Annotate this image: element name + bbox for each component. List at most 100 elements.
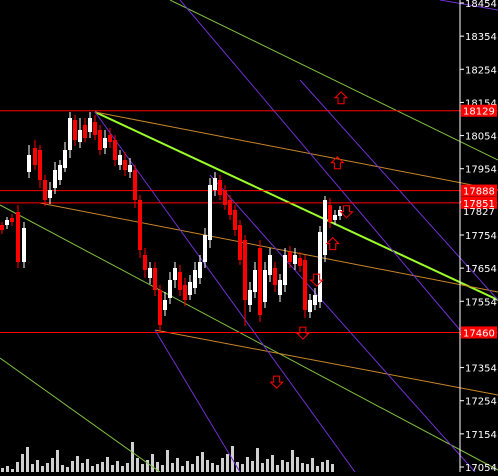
candle-body — [218, 180, 222, 195]
channel-purple-line — [154, 329, 241, 473]
candle-body — [168, 280, 172, 298]
channel-orange-line — [94, 111, 498, 191]
axis-tick-label: 17754 — [465, 231, 497, 242]
volume-bar — [61, 465, 64, 472]
channel-green-line — [169, 0, 498, 161]
volume-bar — [36, 460, 39, 472]
arrow-up-icon — [325, 236, 340, 251]
volume-bar — [281, 460, 284, 472]
candle-body — [323, 200, 327, 255]
candle-body — [48, 190, 52, 198]
volume-bar — [116, 461, 119, 472]
candle-body — [63, 150, 67, 168]
channel-purple-line — [209, 174, 476, 473]
volume-bar — [101, 462, 104, 472]
volume-bar — [146, 460, 149, 472]
candle-body — [88, 118, 92, 132]
volume-bar — [246, 457, 249, 472]
volume-bar — [301, 463, 304, 472]
volume-bar — [1, 468, 4, 472]
arrow-down-icon — [339, 205, 354, 219]
candle-body — [16, 212, 20, 262]
candle-body — [78, 130, 82, 142]
volume-bar — [196, 456, 199, 472]
volume-bar — [226, 454, 229, 472]
candle-body — [0, 225, 4, 230]
arrow-down-icon — [309, 273, 324, 287]
volume-bar — [241, 464, 244, 472]
price-levels — [0, 110, 498, 333]
axis-tick-label: 17654 — [465, 264, 497, 275]
volume-bar — [166, 450, 169, 472]
candle-body — [188, 282, 192, 295]
volume-bar — [96, 464, 99, 472]
price-mark-label: 17851 — [463, 199, 495, 210]
volume-bar — [216, 465, 219, 472]
channel-green-line — [0, 204, 498, 471]
candle-body — [93, 122, 97, 135]
candle-body — [308, 300, 312, 312]
arrow-down-icon — [295, 326, 311, 340]
candle-body — [33, 148, 37, 165]
candle-body — [248, 290, 252, 305]
candle-body — [143, 255, 147, 270]
volume-bar — [121, 466, 124, 472]
candle-body — [258, 248, 262, 315]
candle-body — [73, 120, 77, 140]
volume-bar — [206, 460, 209, 472]
volume-bar — [91, 466, 94, 472]
price-mark-label: 17460 — [463, 328, 495, 339]
candle-body — [273, 268, 277, 285]
candle-body — [338, 210, 342, 216]
candle-body — [118, 155, 122, 165]
volume-bar — [326, 460, 329, 472]
volume-bar — [26, 447, 29, 472]
candle-body — [163, 300, 167, 310]
axis-tick-label: 17554 — [465, 297, 497, 308]
volume-bar — [46, 463, 49, 472]
volume-bar — [186, 461, 189, 472]
volume-bar — [111, 465, 114, 472]
candle-body — [228, 200, 232, 215]
candle-body — [318, 232, 322, 302]
volume-bar — [86, 459, 89, 472]
volume-bar — [6, 466, 9, 472]
volume-bar — [316, 466, 319, 472]
volume-bar — [181, 466, 184, 472]
volume-bar — [136, 458, 139, 472]
candle-body — [83, 125, 87, 138]
axis-tick-label: 17354 — [465, 364, 497, 375]
candle-body — [223, 190, 227, 205]
volume-bar — [131, 442, 134, 472]
volume-bar — [81, 463, 84, 472]
candle-body — [128, 165, 132, 172]
volume-bar — [156, 462, 159, 472]
candle-body — [123, 160, 127, 170]
axis-tick-label: 18254 — [465, 65, 497, 76]
candle-body — [243, 240, 247, 300]
axis-tick-label: 17954 — [465, 165, 497, 176]
candle-body — [263, 270, 267, 302]
candle-body — [113, 140, 117, 160]
volume-bar — [211, 463, 214, 472]
candle-body — [198, 262, 202, 278]
volume-bar — [126, 463, 129, 472]
axis-tick-label: 18454 — [465, 0, 497, 10]
volume-bar — [31, 464, 34, 472]
volume-bar — [141, 464, 144, 472]
candle-body — [313, 295, 317, 305]
channel-purple-line — [439, 0, 498, 11]
volume-bar — [291, 450, 294, 472]
axis-tick-label: 17254 — [465, 397, 497, 408]
candle-body — [233, 210, 237, 230]
volume-bar — [286, 462, 289, 472]
candle-body — [213, 178, 217, 190]
candle-body — [22, 228, 26, 262]
volume-bar — [51, 458, 54, 472]
candle-body — [27, 155, 31, 172]
